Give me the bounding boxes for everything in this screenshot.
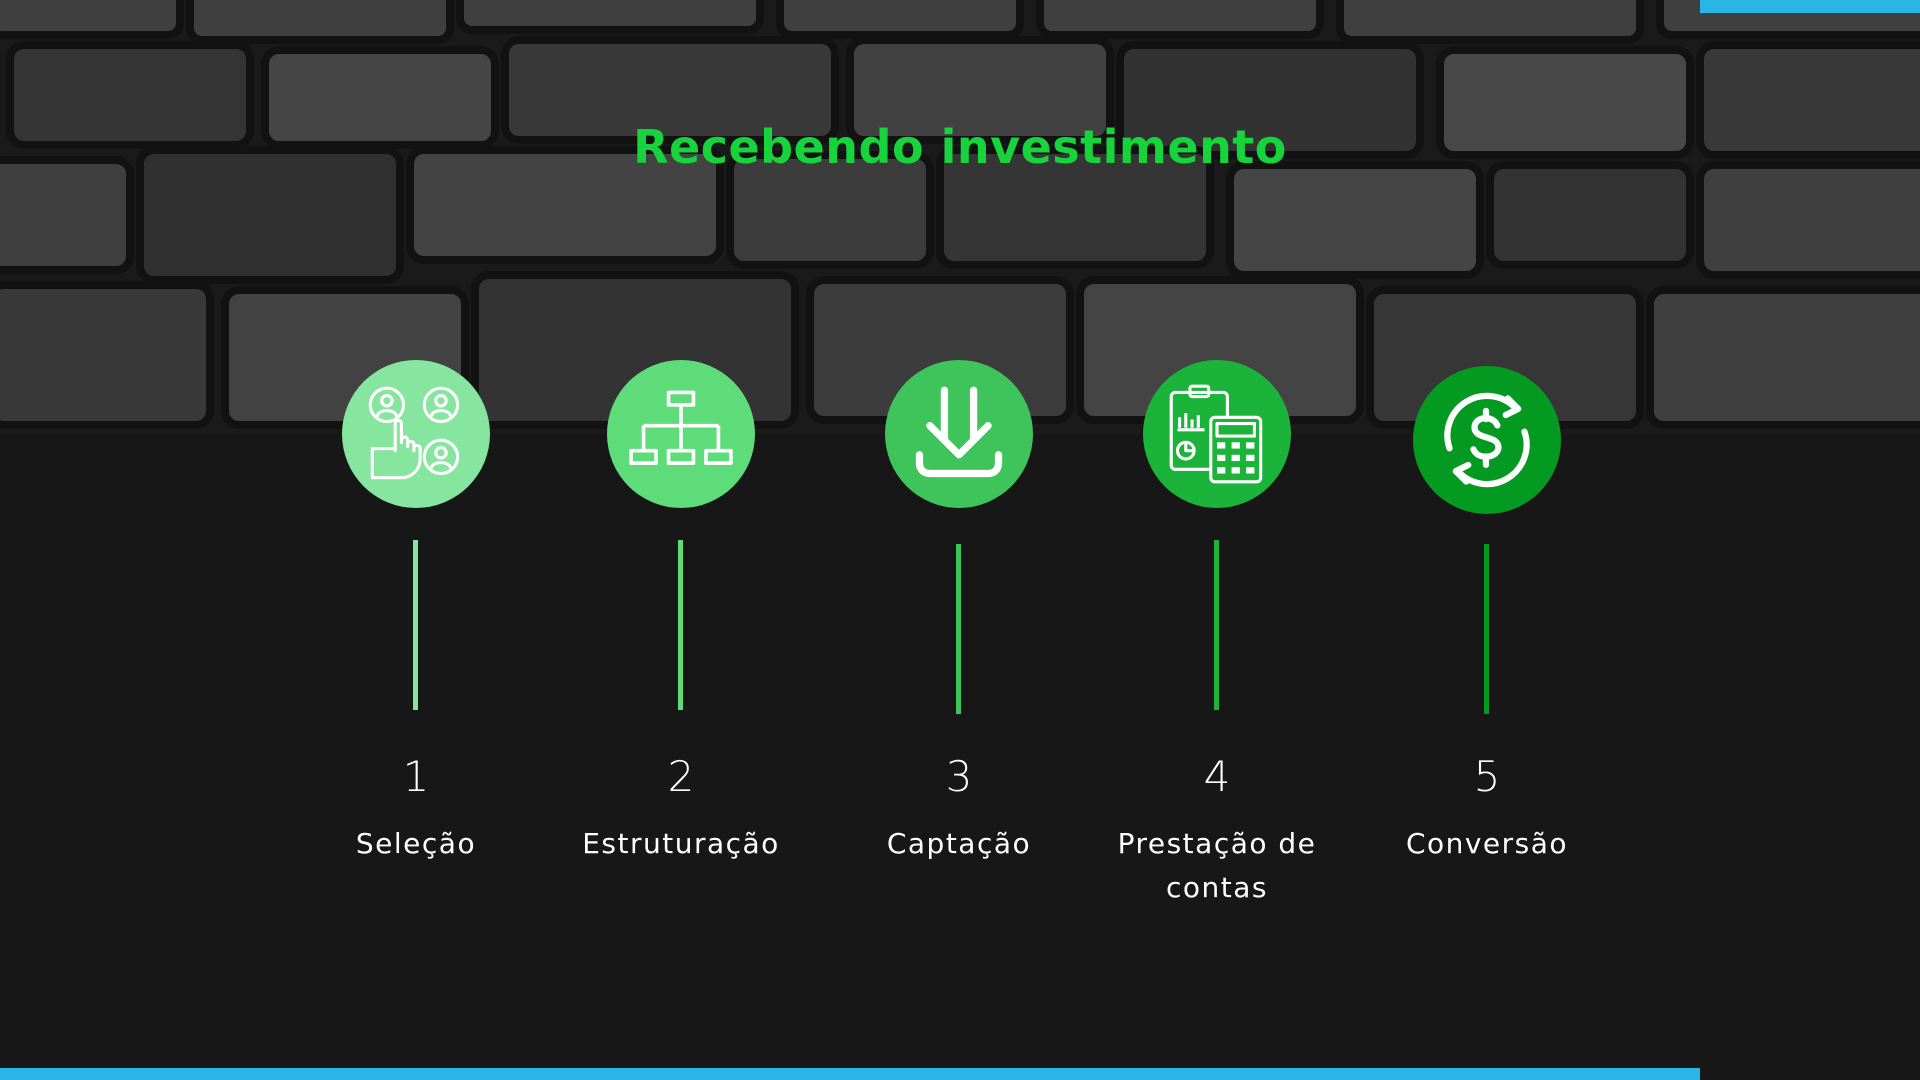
step-3: 3 Captação <box>829 0 1089 1080</box>
step-2-label: Estruturação <box>582 827 780 860</box>
stone-wall-background <box>0 0 1920 434</box>
step-2-number: 2 <box>667 752 695 801</box>
step-3-connector <box>956 544 961 714</box>
step-4-circle <box>1143 360 1291 508</box>
step-3-label: Captação <box>886 827 1032 860</box>
step-1-connector <box>413 540 418 710</box>
step-3-circle <box>885 360 1033 508</box>
org-chart-icon <box>629 390 733 465</box>
step-1: 1 Seleção <box>286 0 546 1080</box>
step-4-number: 4 <box>1203 752 1231 801</box>
step-2: 2 Estruturação <box>551 0 811 1080</box>
step-4-label: Prestação de contas <box>1117 827 1317 904</box>
step-3-number: 3 <box>945 752 973 801</box>
bottom-accent-bar <box>0 1068 1700 1080</box>
step-4-connector <box>1214 540 1219 710</box>
step-5-connector <box>1484 544 1489 714</box>
report-calculator-icon <box>1169 384 1263 484</box>
step-4: 4 Prestação de contas <box>1087 0 1347 1080</box>
step-1-label: Seleção <box>355 827 477 860</box>
step-5-number: 5 <box>1473 752 1501 801</box>
step-5-circle <box>1413 366 1561 514</box>
user-selection-icon <box>368 386 460 480</box>
step-1-number: 1 <box>402 752 430 801</box>
page-title: Recebendo investimento <box>633 120 1287 174</box>
step-5-label: Conversão <box>1405 827 1569 860</box>
step-5: 5 Conversão <box>1357 0 1617 1080</box>
top-accent-bar <box>1700 0 1920 13</box>
download-icon <box>915 386 1003 478</box>
currency-exchange-icon <box>1444 392 1530 488</box>
step-2-connector <box>678 540 683 710</box>
step-2-circle <box>607 360 755 508</box>
step-1-circle <box>342 360 490 508</box>
